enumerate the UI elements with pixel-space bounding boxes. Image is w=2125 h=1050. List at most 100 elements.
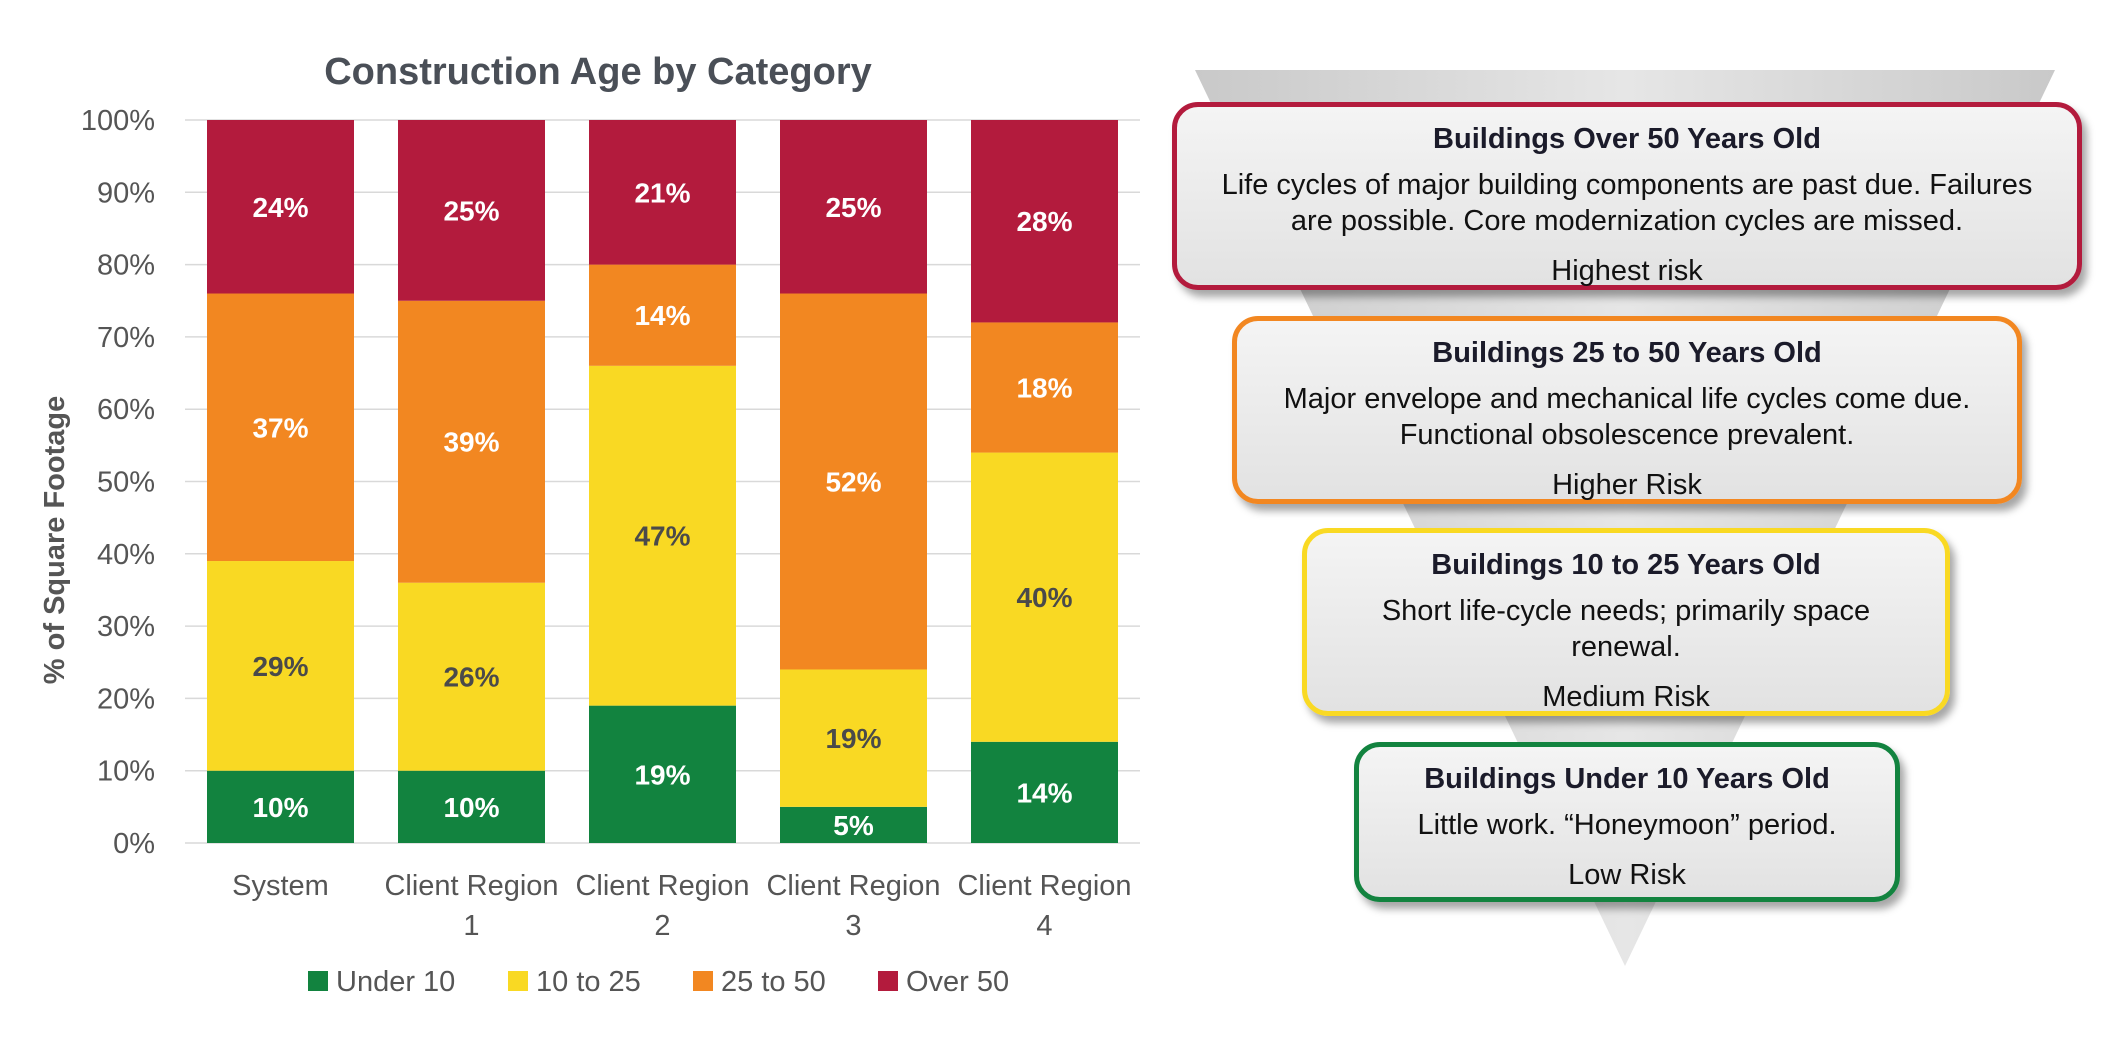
data-label: 14% [1016,777,1072,808]
x-tick-label: 2 [654,910,670,942]
data-label: 21% [634,177,690,208]
risk-card-level: Low Risk [1568,859,1686,891]
data-label: 18% [1016,373,1072,404]
x-tick-label: 3 [845,910,861,942]
bar-segment [589,120,736,265]
bar-segment [780,293,927,670]
risk-card-level: Medium Risk [1542,681,1710,713]
legend-label: Under 10 [336,966,455,998]
legend-label: Over 50 [906,966,1009,998]
risk-card-description-line: Major envelope and mechanical life cycle… [1283,383,1971,415]
data-label: 39% [443,427,499,458]
data-label: 24% [252,192,308,223]
risk-card-description-line: are possible. Core modernization cycles … [1290,205,1964,237]
y-tick-label: 10% [97,756,155,788]
bar-segment [780,120,927,294]
bar-segment [971,452,1118,742]
data-label: 29% [252,651,308,682]
chart-title: Construction Age by Category [324,51,872,93]
funnel-triangle [1195,70,2055,966]
risk-card: Buildings Over 50 Years Old Life cycles o… [1172,102,2082,290]
bar-segment [398,770,545,843]
bar-segment [589,365,736,706]
y-tick-labels: 0% 10% 20% 30% 40% 50% 60% 70% 80% 90% 100% [81,105,155,860]
legend-label: 10 to 25 [536,966,641,998]
risk-card-title: Buildings Under 10 Years Old [1424,763,1830,795]
x-tick-label: 4 [1036,910,1052,942]
x-tick-label: Client Region [384,870,558,902]
data-label: 52% [825,467,881,498]
y-tick-label: 30% [97,611,155,643]
risk-card-description-line: Functional obsolescence prevalent. [1399,419,1855,451]
x-tick-label: Client Region [766,870,940,902]
bar-segment [780,669,927,807]
bar-segment [207,770,354,843]
data-label: 25% [443,195,499,226]
data-label: 19% [634,759,690,790]
x-tick-label: System [232,870,329,902]
data-label: 26% [443,662,499,693]
y-axis-label: % of Square Footage [39,396,71,684]
bar-segment [207,120,354,294]
legend: Under 10 10 to 25 25 to 50 Over 50 [308,966,1009,998]
bar-segment [780,806,927,843]
bar-segment [971,120,1118,323]
legend-swatch [308,971,328,991]
legend-label: 25 to 50 [721,966,826,998]
risk-card-description-line: renewal. [1571,631,1681,663]
legend-swatch [508,971,528,991]
bar-segment [971,322,1118,453]
data-label: 19% [825,723,881,754]
bar-segment [589,264,736,366]
risk-card-title: Buildings 10 to 25 Years Old [1431,549,1821,581]
data-label: 40% [1016,582,1072,613]
bars: 10% 29% 37% 24% 10% 26% 39% 25% 19% 47% 14% 21% 5% 19… [207,120,1118,843]
data-label: 37% [252,412,308,443]
bar-segment [398,582,545,771]
risk-card: Buildings 25 to 50 Years Old Major envelo… [1232,316,2022,504]
risk-card: Buildings 10 to 25 Years Old Short life-c… [1302,528,1950,716]
data-label: 10% [443,792,499,823]
x-tick-label: 1 [463,910,479,942]
risk-card-level: Highest risk [1551,255,1703,287]
data-label: 10% [252,792,308,823]
risk-card-title: Buildings 25 to 50 Years Old [1432,337,1822,369]
x-tick-label: Client Region [957,870,1131,902]
data-label: 25% [825,192,881,223]
risk-card-level: Higher Risk [1552,469,1702,501]
y-tick-label: 100% [81,105,155,137]
y-tick-label: 80% [97,250,155,282]
y-tick-label: 20% [97,683,155,715]
y-tick-label: 90% [97,177,155,209]
bar-segment [589,705,736,843]
y-tick-label: 40% [97,539,155,571]
bar-segment [398,300,545,583]
stacked-bar-chart: Construction Age by Category % of Square… [39,51,1140,998]
risk-card-description: Life cycles of major building components… [1177,167,2077,239]
x-tick-labels: System Client Region 1 Client Region 2 Client… [232,870,1131,942]
legend-swatch [878,971,898,991]
bar-segment [971,741,1118,843]
x-tick-label: Client Region [575,870,749,902]
y-tick-label: 0% [113,828,155,860]
risk-card-description: Little work. “Honeymoon” period. [1359,807,1895,843]
data-label: 47% [634,521,690,552]
data-label: 28% [1016,206,1072,237]
risk-card-description: Major envelope and mechanical life cycle… [1237,381,2017,453]
y-tick-label: 50% [97,467,155,499]
data-label: 5% [833,810,874,841]
risk-card: Buildings Under 10 Years Old Little work.… [1354,742,1900,902]
y-tick-label: 60% [97,394,155,426]
risk-card-description: Short life-cycle needs; primarily space r… [1307,593,1945,665]
data-label: 14% [634,300,690,331]
bar-segment [207,293,354,562]
bar-segment [398,120,545,301]
risk-card-description-line: Little work. “Honeymoon” period. [1417,809,1837,841]
y-tick-label: 70% [97,322,155,354]
risk-card-description-line: Life cycles of major building components… [1221,169,2033,201]
bar-segment [207,561,354,771]
risk-card-description-line: Short life-cycle needs; primarily space [1381,595,1871,627]
risk-card-title: Buildings Over 50 Years Old [1433,123,1821,155]
legend-swatch [693,971,713,991]
